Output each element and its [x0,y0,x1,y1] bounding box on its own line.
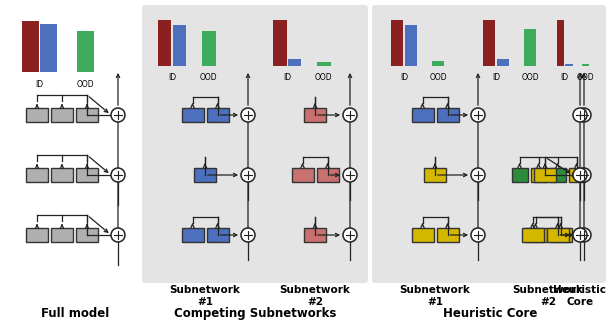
Bar [291,168,314,182]
Bar [51,168,73,182]
Bar [534,168,556,182]
FancyBboxPatch shape [142,5,368,283]
Text: Competing Subnetworks: Competing Subnetworks [174,307,336,320]
Bar [288,59,301,66]
Bar [550,228,572,242]
Bar [182,228,204,242]
Circle shape [471,228,485,242]
Text: Subnetwork
#2: Subnetwork #2 [513,285,584,307]
Bar [550,168,565,182]
Bar [273,20,286,66]
Bar [531,168,547,182]
Bar [437,228,458,242]
Bar [547,228,568,242]
Text: Subnetwork
#2: Subnetwork #2 [280,285,350,307]
Bar [437,108,458,122]
Bar [304,228,326,242]
Bar [207,108,229,122]
Circle shape [577,108,591,122]
Bar [391,20,403,66]
Bar [26,228,48,242]
Bar [525,228,547,242]
Bar [304,108,326,122]
Circle shape [343,108,357,122]
Circle shape [573,168,587,182]
Circle shape [111,228,125,242]
Text: Subnetwork
#1: Subnetwork #1 [170,285,240,307]
Text: ID: ID [283,73,291,82]
Text: OOD: OOD [77,80,94,88]
Circle shape [573,228,587,242]
Text: OOD: OOD [200,73,218,82]
Bar [404,25,417,66]
Bar [76,168,98,182]
Bar [412,228,434,242]
Bar [26,168,48,182]
Bar [182,108,204,122]
Bar [497,59,509,66]
Bar [522,228,544,242]
Bar [51,108,73,122]
Text: Heuristic Core: Heuristic Core [443,307,537,320]
Bar [582,64,589,66]
Bar [202,31,215,66]
Text: Full model: Full model [41,307,109,320]
Bar [77,31,94,72]
Text: ID: ID [400,73,408,82]
Bar [483,20,496,66]
Circle shape [471,108,485,122]
Circle shape [573,108,587,122]
Circle shape [577,168,591,182]
Circle shape [241,228,255,242]
Bar [173,25,186,66]
Circle shape [111,108,125,122]
Circle shape [111,168,125,182]
Text: OOD: OOD [521,73,539,82]
Text: OOD: OOD [315,73,333,82]
Bar [317,168,339,182]
Bar [76,228,98,242]
Bar [51,228,73,242]
Text: ID: ID [561,73,569,82]
Circle shape [343,228,357,242]
FancyBboxPatch shape [372,5,606,283]
Bar [565,64,573,66]
Bar [26,108,48,122]
Bar [207,228,229,242]
Bar [412,108,434,122]
Bar [432,61,444,66]
Bar [511,168,528,182]
Circle shape [241,108,255,122]
Text: OOD: OOD [577,73,595,82]
Bar [22,21,39,72]
Bar [317,62,331,66]
Circle shape [471,168,485,182]
Text: Subnetwork
#1: Subnetwork #1 [399,285,471,307]
Bar [76,108,98,122]
Bar [40,24,57,72]
Text: Heuristic
Core: Heuristic Core [553,285,607,307]
Circle shape [343,168,357,182]
Circle shape [241,168,255,182]
Text: ID: ID [168,73,176,82]
Bar [524,29,536,66]
Text: ID: ID [492,73,500,82]
Bar [557,20,564,66]
Text: ID: ID [35,80,43,88]
Bar [194,168,216,182]
Bar [568,168,584,182]
Bar [424,168,446,182]
Text: OOD: OOD [429,73,447,82]
Circle shape [577,228,591,242]
Bar [158,20,171,66]
